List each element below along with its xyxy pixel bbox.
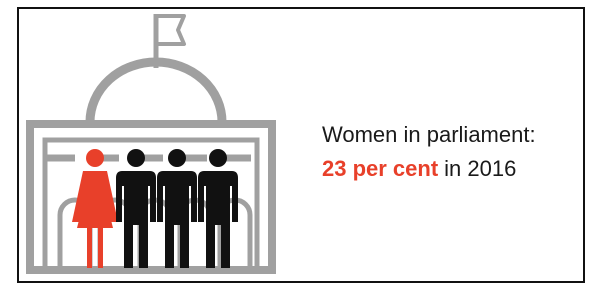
- heading: Women in parliament:: [322, 122, 536, 147]
- page: Women in parliament: 23 per centin 2016 …: [0, 0, 589, 287]
- rest: in 2016: [444, 156, 516, 181]
- highlight: 23 per cent: [322, 156, 439, 181]
- infographic: Women in parliament: 23 per centin 2016: [0, 0, 589, 287]
